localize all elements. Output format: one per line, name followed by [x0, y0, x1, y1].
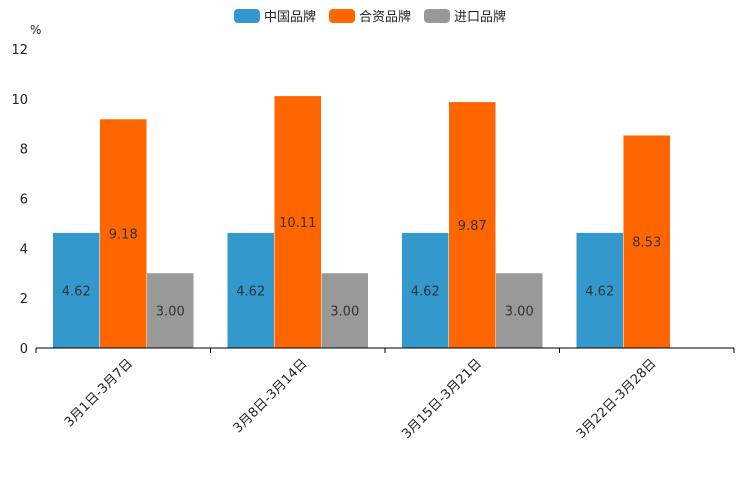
y-axis: 0 2 4 6 8 10 12	[11, 43, 28, 357]
y-tick-label: 2	[20, 292, 28, 307]
bar-2	[449, 102, 496, 348]
bar-2	[100, 119, 147, 348]
legend: 中国品牌 合资品牌 进口品牌	[234, 9, 506, 25]
x-category-label: 3月15日-3月21日	[399, 356, 485, 442]
bar-value-label: 3.00	[156, 305, 185, 320]
bar-value-label: 3.00	[505, 305, 534, 320]
bar-value-label: 4.62	[62, 284, 91, 299]
bars: 4.62 4.62 4.62 4.62 9.18 10.11 9.87 8.53 3.00 3.0…	[53, 96, 670, 348]
legend-swatch[interactable]	[424, 9, 450, 23]
bar-value-label: 3.00	[330, 305, 359, 320]
bar-value-label: 4.62	[236, 284, 265, 299]
y-tick-label: 8	[20, 143, 28, 158]
bar-3	[321, 273, 368, 348]
y-tick-label: 10	[11, 93, 28, 108]
bar-1	[227, 232, 274, 348]
legend-label[interactable]: 中国品牌	[264, 9, 316, 25]
y-axis-unit-label: %	[30, 23, 41, 37]
bar-3	[147, 273, 194, 348]
bar-1	[53, 232, 100, 348]
bar-1	[402, 232, 449, 348]
legend-swatch[interactable]	[234, 9, 260, 23]
bar-value-label: 4.62	[585, 284, 614, 299]
bar-value-label: 9.87	[458, 219, 487, 234]
x-category-label: 3月1日-3月7日	[62, 356, 136, 430]
y-tick-label: 12	[11, 43, 28, 58]
bar-value-label: 10.11	[279, 216, 316, 231]
legend-label[interactable]: 合资品牌	[359, 9, 411, 25]
bar-2	[623, 135, 670, 348]
legend-swatch[interactable]	[329, 9, 355, 23]
bar-1	[576, 232, 623, 348]
bar-value-label: 4.62	[411, 284, 440, 299]
bar-2	[274, 96, 321, 348]
y-tick-label: 0	[20, 342, 28, 357]
y-tick-label: 6	[20, 193, 28, 208]
bar-value-label: 8.53	[632, 236, 661, 251]
y-tick-label: 4	[20, 242, 28, 257]
x-category-label: 3月8日-3月14日	[231, 356, 311, 436]
x-axis: 3月1日-3月7日 3月8日-3月14日 3月15日-3月21日 3月22日-3月28…	[35, 347, 735, 442]
bar-value-label: 9.18	[109, 228, 138, 243]
x-category-label: 3月22日-3月28日	[574, 356, 660, 442]
bar-3	[496, 273, 543, 348]
legend-label[interactable]: 进口品牌	[454, 9, 506, 25]
